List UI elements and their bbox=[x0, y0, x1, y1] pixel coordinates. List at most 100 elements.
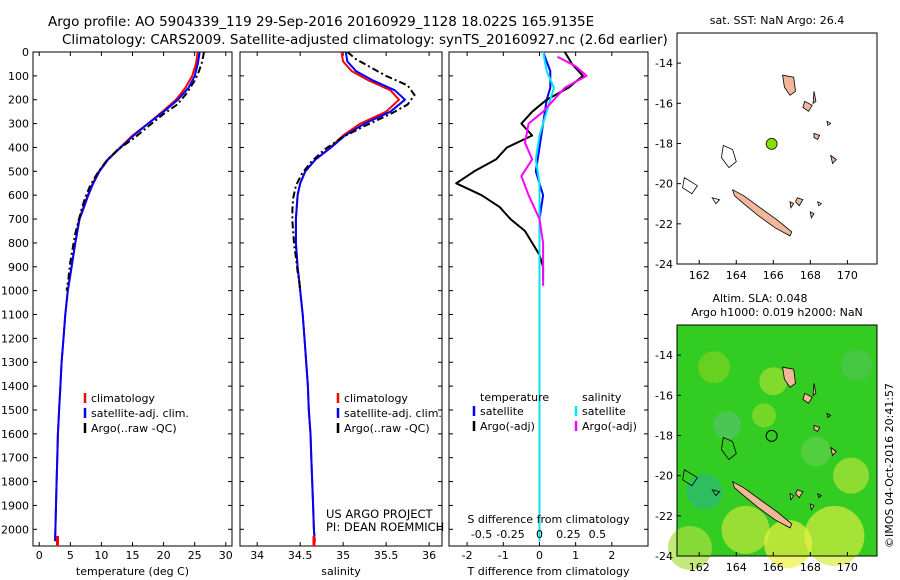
depth-tick-label: 0 bbox=[22, 46, 29, 59]
depth-tick-label: 200 bbox=[8, 94, 29, 107]
x-tick-label: 10 bbox=[94, 549, 108, 562]
x-tick-label: 34 bbox=[250, 549, 264, 562]
sla-anomaly-blob bbox=[804, 505, 865, 566]
series-line-argo-raw-qc- bbox=[65, 51, 205, 291]
map-y-tick-label: -14 bbox=[655, 349, 673, 362]
map-x-tick-label: 166 bbox=[763, 269, 784, 282]
temperature-panel: 0100200300400500600700800900100011001200… bbox=[1, 46, 233, 578]
land-mass bbox=[813, 132, 821, 141]
depth-tick-label: 1400 bbox=[1, 380, 29, 393]
plot-frame bbox=[32, 51, 233, 547]
pi-credit: PI: DEAN ROEMMICH bbox=[326, 520, 444, 534]
depth-tick-label: 1900 bbox=[1, 499, 29, 512]
x-tick-label: 0 bbox=[536, 549, 543, 562]
map-y-tick-label: -14 bbox=[655, 57, 673, 70]
x-tick-label: 36 bbox=[422, 549, 436, 562]
reef-outline bbox=[826, 412, 832, 419]
depth-tick-label: 1100 bbox=[1, 309, 29, 322]
map-x-tick-label: 164 bbox=[726, 561, 747, 574]
imos-watermark: ©IMOS 04-Oct-2016 20:41:57 bbox=[883, 383, 896, 548]
x-axis-label: temperature (deg C) bbox=[76, 565, 189, 578]
land-mass bbox=[789, 200, 795, 209]
plot-frame bbox=[448, 51, 649, 547]
depth-tick-label: 1300 bbox=[1, 356, 29, 369]
x-tick-label: -1 bbox=[498, 549, 509, 562]
land-mass bbox=[812, 383, 817, 397]
s-tick-label: -0.5 bbox=[471, 528, 492, 541]
s-tick-label: 0 bbox=[536, 528, 543, 541]
sla-anomaly-blob bbox=[833, 457, 870, 494]
x-tick-label: 1 bbox=[572, 549, 579, 562]
legend-label: Argo(..raw -QC) bbox=[91, 422, 177, 435]
map-background bbox=[677, 33, 877, 264]
legend-label: satellite-adj. clim. bbox=[344, 407, 442, 420]
x-tick-label: 2 bbox=[608, 549, 615, 562]
land-mass bbox=[795, 489, 804, 499]
reef-outline bbox=[682, 468, 698, 487]
x-tick-label: 15 bbox=[126, 549, 140, 562]
map-x-tick-label: 162 bbox=[689, 561, 710, 574]
depth-tick-label: 1000 bbox=[1, 285, 29, 298]
depth-tick-label: 700 bbox=[8, 213, 29, 226]
legend-label: satellite-adj. clim. bbox=[91, 407, 189, 420]
land-mass bbox=[830, 154, 837, 165]
sla-map-title: Altim. SLA: 0.048 bbox=[712, 292, 807, 305]
land-mass bbox=[795, 197, 804, 207]
series-line-salinity-argo-adj- bbox=[520, 55, 588, 286]
map-y-tick-label: -22 bbox=[655, 510, 673, 523]
legend-label: satellite bbox=[480, 405, 524, 418]
float-marker bbox=[765, 429, 778, 442]
legend-title-temperature: temperature bbox=[480, 391, 549, 404]
s-tick-label: 0.25 bbox=[556, 528, 581, 541]
difference-panel: -2 -1 0 1 2 T difference from climatology -0.5… bbox=[448, 51, 649, 578]
s-axis-label: S difference from climatology bbox=[467, 513, 630, 526]
sla-anomaly-blob bbox=[721, 505, 770, 554]
x-axis-label: salinity bbox=[321, 565, 361, 578]
x-tick-label: 30 bbox=[219, 549, 233, 562]
land-mass bbox=[731, 480, 793, 529]
profile-title: Argo profile: AO 5904339_119 29-Sep-2016… bbox=[48, 14, 594, 30]
map-y-tick-label: -24 bbox=[655, 258, 673, 271]
x-tick-label: -2 bbox=[462, 549, 473, 562]
plot-frame bbox=[239, 51, 443, 547]
float-marker bbox=[765, 137, 778, 150]
sla-anomaly-blob bbox=[840, 349, 873, 382]
map-x-tick-label: 166 bbox=[763, 561, 784, 574]
map-y-tick-label: -22 bbox=[655, 218, 673, 231]
map-y-tick-label: -20 bbox=[655, 178, 673, 191]
sla-anomaly-blob bbox=[667, 525, 712, 570]
depth-tick-label: 1200 bbox=[1, 332, 29, 345]
map-frame bbox=[676, 32, 878, 265]
map-y-tick-label: -18 bbox=[655, 137, 673, 150]
depth-tick-label: 1500 bbox=[1, 404, 29, 417]
land-mass bbox=[813, 424, 821, 433]
sla-map-panel: 162 164 166 168 170 -14 -16 -18 -20 -22 -24 Altim. … bbox=[655, 292, 878, 574]
sla-anomaly-blob bbox=[800, 436, 831, 467]
series-line-temperature-argo-adj- bbox=[455, 51, 584, 279]
depth-tick-label: 1700 bbox=[1, 452, 29, 465]
x-tick-label: 20 bbox=[157, 549, 171, 562]
series-line-argo-raw-qc- bbox=[291, 51, 416, 291]
x-tick-label: 35.5 bbox=[374, 549, 399, 562]
land-mass bbox=[802, 392, 813, 404]
depth-tick-label: 300 bbox=[8, 118, 29, 131]
sst-map-title: sat. SST: NaN Argo: 26.4 bbox=[710, 14, 844, 27]
depth-tick-label: 400 bbox=[8, 141, 29, 154]
map-y-tick-label: -16 bbox=[655, 389, 673, 402]
reef-outline bbox=[711, 489, 721, 497]
reef-outline bbox=[826, 120, 832, 127]
map-x-tick-label: 170 bbox=[837, 561, 858, 574]
map-frame bbox=[676, 324, 878, 557]
land-mass bbox=[809, 211, 815, 219]
legend-label: climatology bbox=[91, 392, 155, 405]
climatology-title: Climatology: CARS2009. Satellite-adjuste… bbox=[62, 32, 668, 48]
map-x-tick-label: 164 bbox=[726, 269, 747, 282]
reef-outline bbox=[720, 436, 737, 461]
x-tick-label: 5 bbox=[67, 549, 74, 562]
project-credit: US ARGO PROJECT bbox=[326, 507, 434, 521]
legend-label: Argo(-adj) bbox=[480, 420, 535, 433]
map-x-tick-label: 168 bbox=[800, 269, 821, 282]
reef-outline bbox=[682, 176, 698, 195]
x-tick-label: 25 bbox=[188, 549, 202, 562]
